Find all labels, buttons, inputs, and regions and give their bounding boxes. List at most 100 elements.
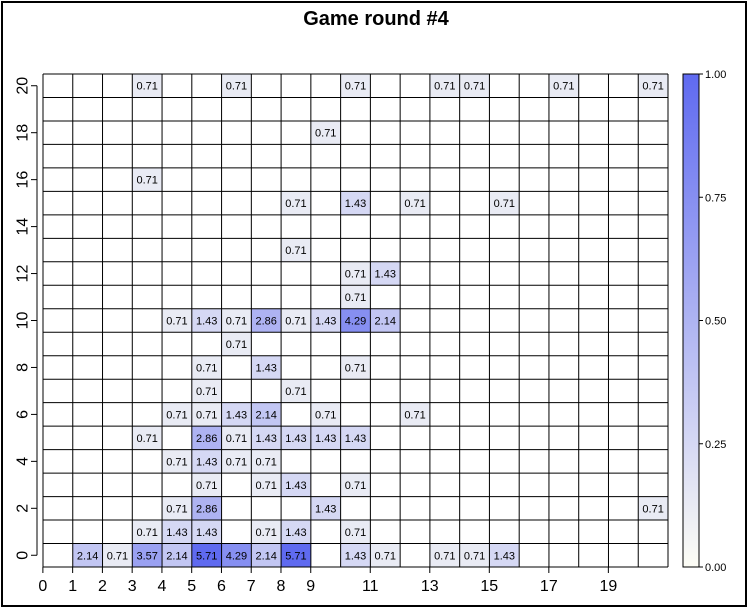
x-tick-label: 7	[247, 578, 256, 595]
cell-value-label: 1.43	[196, 527, 217, 539]
cell-value-label: 0.71	[226, 316, 247, 328]
heatmap-cell	[191, 543, 222, 567]
x-tick-label: 5	[187, 578, 196, 595]
legend-tick-label: 1.00	[705, 69, 726, 81]
heatmap-cell	[340, 473, 371, 497]
heatmap-cell	[638, 74, 668, 98]
cell-value-label: 1.43	[285, 433, 306, 445]
heatmap-cell	[489, 191, 520, 215]
heatmap-cells	[72, 74, 668, 567]
cell-value-label: 1.43	[256, 362, 277, 374]
y-tick-label: 10	[15, 312, 32, 330]
x-tick-label: 17	[540, 578, 558, 595]
cell-value-label: 1.43	[375, 269, 396, 281]
legend-gradient-bar	[682, 73, 700, 568]
y-tick-label: 6	[15, 410, 32, 419]
heatmap-cell	[340, 355, 371, 380]
cell-value-label: 0.71	[196, 480, 217, 492]
heatmap-cell	[221, 449, 252, 474]
heatmap-cell	[132, 543, 163, 567]
cell-value-label: 2.14	[256, 409, 277, 421]
cell-value-label: 2.14	[77, 550, 98, 562]
x-tick-label: 6	[217, 578, 226, 595]
heatmap-cell	[221, 426, 252, 450]
heatmap-cell	[191, 426, 222, 450]
cell-value-label: 0.71	[345, 527, 366, 539]
cell-labels: 0.71 0.71 0.71 0.71 0.71 0.71 0.71 0.71 0.71 0.71…	[77, 81, 664, 563]
x-tick-label: 13	[421, 578, 439, 595]
cell-value-label: 0.71	[464, 81, 485, 93]
heatmap-cell	[429, 543, 460, 567]
cell-value-label: 0.71	[226, 433, 247, 445]
heatmap-cell	[340, 74, 371, 98]
heatmap-cell	[191, 379, 222, 403]
color-legend: 0.00 0.25 0.50 0.75 1.00	[682, 69, 726, 574]
cell-value-label: 0.71	[226, 339, 247, 351]
cell-value-label: 0.71	[375, 550, 396, 562]
heatmap-cell	[310, 402, 341, 427]
cell-value-label: 0.71	[166, 456, 187, 468]
x-tick-label: 4	[157, 578, 166, 595]
cell-value-label: 0.71	[404, 198, 425, 210]
heatmap-cell	[340, 261, 371, 286]
legend-tick-label: 0.25	[705, 439, 726, 451]
cell-value-label: 0.71	[196, 362, 217, 374]
heatmap-cell	[548, 74, 579, 98]
heatmap-cell	[132, 520, 163, 544]
heatmap-cell	[221, 74, 252, 98]
heatmap-cell	[221, 543, 252, 567]
cell-value-label: 1.43	[166, 527, 187, 539]
heatmap-cell	[281, 543, 311, 567]
cell-value-label: 2.86	[196, 433, 217, 445]
heatmap-cell	[251, 308, 282, 333]
y-tick-label: 16	[15, 171, 32, 189]
cell-value-label: 0.71	[226, 456, 247, 468]
cell-value-label: 5.71	[196, 550, 217, 562]
cell-value-label: 1.43	[256, 433, 277, 445]
cell-value-label: 0.71	[136, 433, 157, 445]
cell-value-label: 1.43	[315, 503, 336, 515]
x-tick-label: 3	[128, 578, 137, 595]
legend-tick-label: 0.75	[705, 192, 726, 204]
cell-value-label: 0.71	[315, 128, 336, 140]
heatmap-cell	[310, 308, 341, 333]
cell-value-label: 2.14	[166, 550, 187, 562]
heatmap-cell	[191, 473, 222, 497]
heatmap-cell	[191, 496, 222, 521]
heatmap-cell	[162, 543, 192, 567]
heatmap-cell	[191, 308, 222, 333]
heatmap-cell	[429, 74, 460, 98]
cell-value-label: 0.71	[136, 175, 157, 187]
cell-value-label: 0.71	[166, 503, 187, 515]
heatmap-cell	[281, 238, 311, 262]
cell-value-label: 2.14	[375, 316, 396, 328]
y-tick-label: 2	[15, 504, 32, 513]
y-tick-label: 8	[15, 363, 32, 372]
cell-value-label: 0.71	[166, 409, 187, 421]
x-tick-label: 2	[98, 578, 107, 595]
cell-value-label: 2.86	[256, 316, 277, 328]
cell-value-label: 0.71	[345, 269, 366, 281]
heatmap-cell	[251, 402, 282, 427]
cell-value-label: 0.71	[256, 480, 277, 492]
heatmap-cell	[251, 449, 282, 474]
cell-value-label: 0.71	[285, 386, 306, 398]
cell-value-label: 1.43	[285, 527, 306, 539]
cell-value-label: 0.71	[315, 409, 336, 421]
cell-value-label: 0.71	[345, 480, 366, 492]
heatmap-cell	[638, 496, 668, 521]
heatmap-cell	[400, 191, 430, 215]
cell-value-label: 0.71	[285, 198, 306, 210]
cell-value-label: 5.71	[285, 550, 306, 562]
heatmap-cell	[251, 355, 282, 380]
cell-value-label: 1.43	[345, 198, 366, 210]
y-tick-label: 14	[15, 218, 32, 236]
cell-value-label: 1.43	[285, 480, 306, 492]
cell-value-label: 0.71	[494, 198, 515, 210]
heatmap-cell	[251, 473, 282, 497]
cell-value-label: 0.71	[285, 245, 306, 257]
heatmap-cell	[221, 308, 252, 333]
heatmap-cell	[221, 332, 252, 356]
